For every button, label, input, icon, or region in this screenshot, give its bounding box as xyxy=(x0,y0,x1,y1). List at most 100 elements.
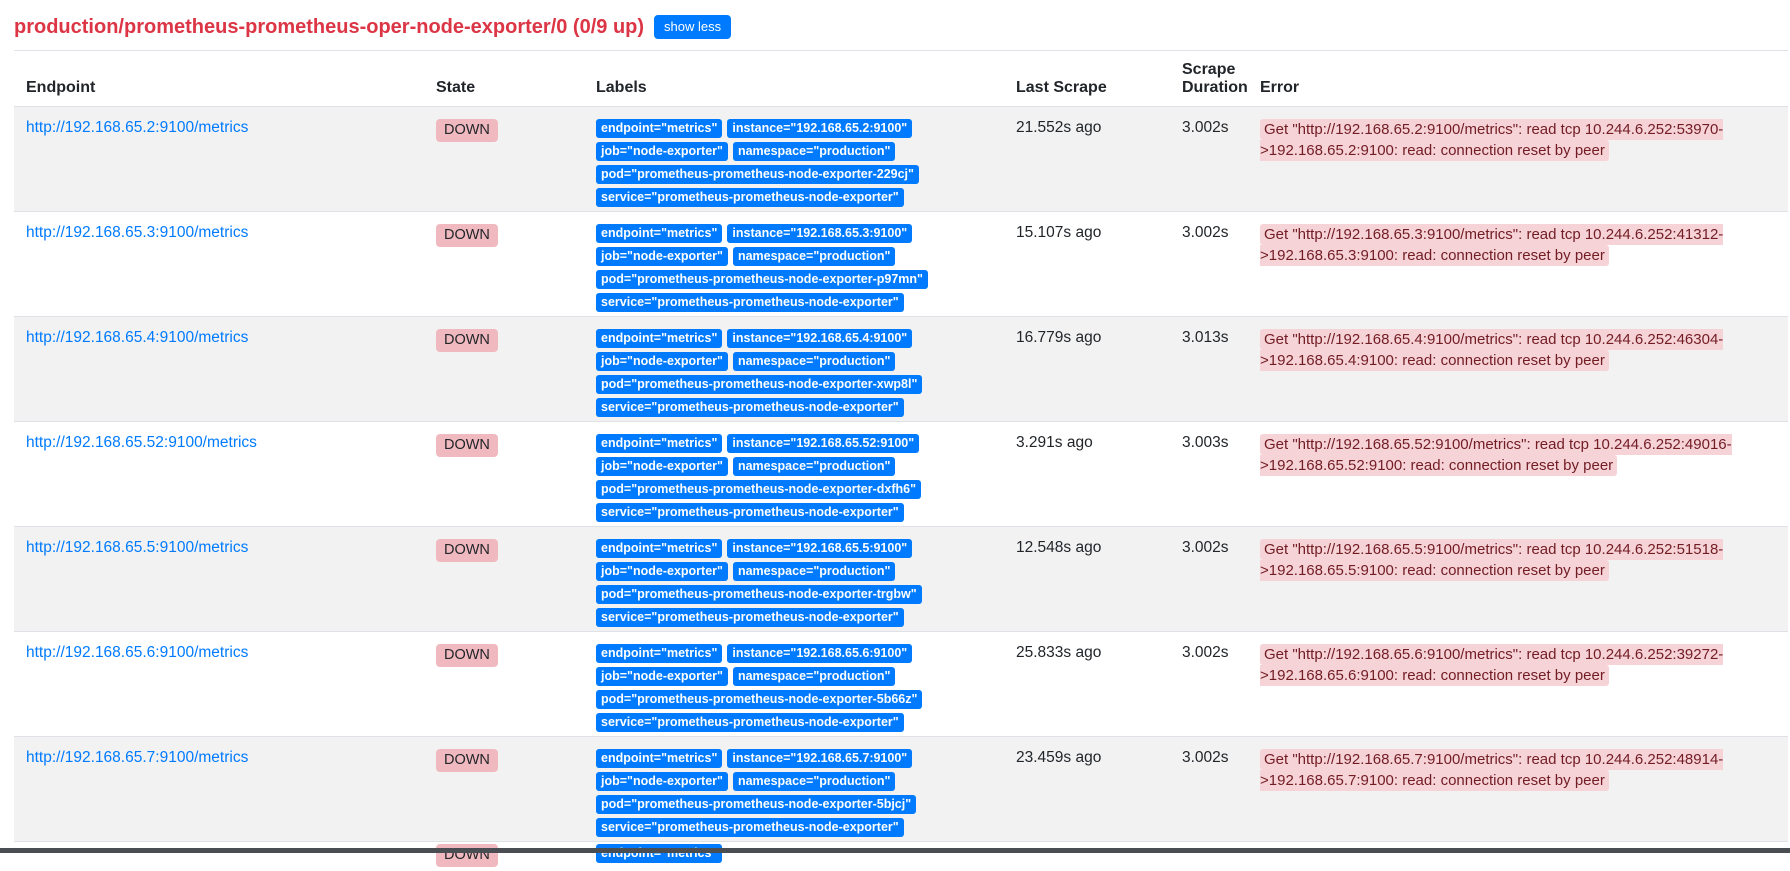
target-label-badge: instance="192.168.65.4:9100" xyxy=(727,329,912,348)
scrape-duration-cell: 3.002s xyxy=(1170,212,1248,317)
target-label-badge: job="node-exporter" xyxy=(596,142,728,161)
target-label-badge: endpoint="metrics" xyxy=(596,539,722,558)
endpoint-link[interactable]: http://192.168.65.3:9100/metrics xyxy=(26,224,248,241)
column-header-scrape-duration: Scrape Duration xyxy=(1170,51,1248,107)
labels-wrap: endpoint="metrics" instance="192.168.65.6… xyxy=(596,644,992,732)
error-cell: Get "http://192.168.65.3:9100/metrics": … xyxy=(1248,212,1788,317)
state-down-badge: DOWN xyxy=(436,749,498,772)
target-label-badge: job="node-exporter" xyxy=(596,247,728,266)
state-cell: DOWN xyxy=(424,632,584,737)
last-scrape-cell: 16.779s ago xyxy=(1004,317,1170,422)
target-label-badge: job="node-exporter" xyxy=(596,562,728,581)
target-label-badge: namespace="production" xyxy=(733,142,896,161)
labels-cell: endpoint="metrics" xyxy=(584,842,1004,871)
target-label-badge: job="node-exporter" xyxy=(596,352,728,371)
scrape-duration-cell: 3.002s xyxy=(1170,737,1248,842)
last-scrape-value: 12.548s ago xyxy=(1016,539,1101,556)
error-cell: Get "http://192.168.65.52:9100/metrics":… xyxy=(1248,422,1788,527)
error-cell: Get "http://192.168.65.5:9100/metrics": … xyxy=(1248,527,1788,632)
endpoint-link[interactable]: http://192.168.65.7:9100/metrics xyxy=(26,749,248,766)
labels-cell: endpoint="metrics"instance="192.168.65.2… xyxy=(584,107,1004,212)
last-scrape-value: 3.291s ago xyxy=(1016,434,1093,451)
table-header: Endpoint State Labels Last Scrape Scrape… xyxy=(14,51,1788,107)
labels-wrap: endpoint="metrics" instance="192.168.65.5… xyxy=(596,434,992,522)
state-cell: DOWN xyxy=(424,527,584,632)
target-label-badge: service="prometheus-prometheus-node-expo… xyxy=(596,188,904,207)
column-header-state: State xyxy=(424,51,584,107)
scrape-error-message: Get "http://192.168.65.4:9100/metrics": … xyxy=(1260,329,1723,371)
last-scrape-cell: 15.107s ago xyxy=(1004,212,1170,317)
state-cell: DOWN xyxy=(424,737,584,842)
scrape-duration-cell: 3.002s xyxy=(1170,527,1248,632)
pool-title: production/prometheus-prometheus-oper-no… xyxy=(14,16,644,39)
table-header-row: Endpoint State Labels Last Scrape Scrape… xyxy=(14,51,1788,107)
labels-cell: endpoint="metrics"instance="192.168.65.4… xyxy=(584,317,1004,422)
last-scrape-value: 23.459s ago xyxy=(1016,749,1101,766)
endpoint-link[interactable]: http://192.168.65.6:9100/metrics xyxy=(26,644,248,661)
target-label-badge: instance="192.168.65.5:9100" xyxy=(727,539,912,558)
scrape-duration-value: 3.002s xyxy=(1182,749,1229,766)
endpoint-cell: http://192.168.65.7:9100/metrics xyxy=(14,737,424,842)
target-label-badge: endpoint="metrics" xyxy=(596,434,722,453)
target-label-badge: instance="192.168.65.2:9100" xyxy=(727,119,912,138)
show-less-button[interactable]: show less xyxy=(654,15,731,39)
endpoint-cell: http://192.168.65.2:9100/metrics xyxy=(14,107,424,212)
scrape-duration-value: 3.002s xyxy=(1182,224,1229,241)
scrape-error-message: Get "http://192.168.65.2:9100/metrics": … xyxy=(1260,119,1723,161)
state-down-badge: DOWN xyxy=(436,119,498,142)
last-scrape-value: 16.779s ago xyxy=(1016,329,1101,346)
endpoint-cell xyxy=(14,842,424,871)
scrape-error-message: Get "http://192.168.65.52:9100/metrics":… xyxy=(1260,434,1732,476)
error-cell xyxy=(1248,842,1788,871)
bottom-strip xyxy=(0,848,1790,853)
endpoint-link[interactable]: http://192.168.65.4:9100/metrics xyxy=(26,329,248,346)
error-cell: Get "http://192.168.65.6:9100/metrics": … xyxy=(1248,632,1788,737)
target-label-badge: service="prometheus-prometheus-node-expo… xyxy=(596,818,904,837)
target-label-badge: job="node-exporter" xyxy=(596,457,728,476)
targets-table: Endpoint State Labels Last Scrape Scrape… xyxy=(14,50,1788,871)
scrape-duration-cell: 3.002s xyxy=(1170,107,1248,212)
labels-cell: endpoint="metrics" instance="192.168.65.5… xyxy=(584,527,1004,632)
column-header-last-scrape: Last Scrape xyxy=(1004,51,1170,107)
target-label-badge: endpoint="metrics" xyxy=(596,644,722,663)
state-down-badge: DOWN xyxy=(436,224,498,247)
target-label-badge: pod="prometheus-prometheus-node-exporter… xyxy=(596,480,921,499)
target-label-badge: endpoint="metrics" xyxy=(596,844,722,863)
target-label-badge: namespace="production" xyxy=(733,772,896,791)
error-cell: Get "http://192.168.65.7:9100/metrics": … xyxy=(1248,737,1788,842)
column-header-labels: Labels xyxy=(584,51,1004,107)
state-cell: DOWN xyxy=(424,107,584,212)
labels-wrap: endpoint="metrics"instance="192.168.65.2… xyxy=(596,119,992,207)
last-scrape-value: 15.107s ago xyxy=(1016,224,1101,241)
target-row: http://192.168.65.7:9100/metrics DOWN endp… xyxy=(14,737,1788,842)
target-label-badge: instance="192.168.65.7:9100" xyxy=(727,749,912,768)
target-label-badge: instance="192.168.65.52:9100" xyxy=(727,434,919,453)
endpoint-link[interactable]: http://192.168.65.2:9100/metrics xyxy=(26,119,248,136)
endpoint-cell: http://192.168.65.52:9100/metrics xyxy=(14,422,424,527)
target-label-badge: service="prometheus-prometheus-node-expo… xyxy=(596,713,904,732)
target-label-badge: service="prometheus-prometheus-node-expo… xyxy=(596,293,904,312)
endpoint-link[interactable]: http://192.168.65.52:9100/metrics xyxy=(26,434,257,451)
endpoint-link[interactable]: http://192.168.65.5:9100/metrics xyxy=(26,539,248,556)
scrape-duration-cell: 3.002s xyxy=(1170,632,1248,737)
target-label-badge: pod="prometheus-prometheus-node-exporter… xyxy=(596,375,922,394)
target-label-badge: namespace="production" xyxy=(733,667,896,686)
state-cell: DOWN xyxy=(424,317,584,422)
scrape-duration-cell: 3.013s xyxy=(1170,317,1248,422)
target-label-badge: service="prometheus-prometheus-node-expo… xyxy=(596,398,904,417)
state-cell: DOWN xyxy=(424,212,584,317)
target-label-badge: instance="192.168.65.6:9100" xyxy=(727,644,912,663)
endpoint-cell: http://192.168.65.6:9100/metrics xyxy=(14,632,424,737)
endpoint-cell: http://192.168.65.4:9100/metrics xyxy=(14,317,424,422)
scrape-error-message: Get "http://192.168.65.5:9100/metrics": … xyxy=(1260,539,1723,581)
scrape-duration-value: 3.003s xyxy=(1182,434,1229,451)
column-header-endpoint: Endpoint xyxy=(14,51,424,107)
labels-cell: endpoint="metrics"instance="192.168.65.7… xyxy=(584,737,1004,842)
last-scrape-value: 21.552s ago xyxy=(1016,119,1101,136)
state-down-badge: DOWN xyxy=(436,329,498,352)
last-scrape-cell: 12.548s ago xyxy=(1004,527,1170,632)
last-scrape-cell xyxy=(1004,842,1170,871)
labels-cell: endpoint="metrics"instance="192.168.65.3… xyxy=(584,212,1004,317)
